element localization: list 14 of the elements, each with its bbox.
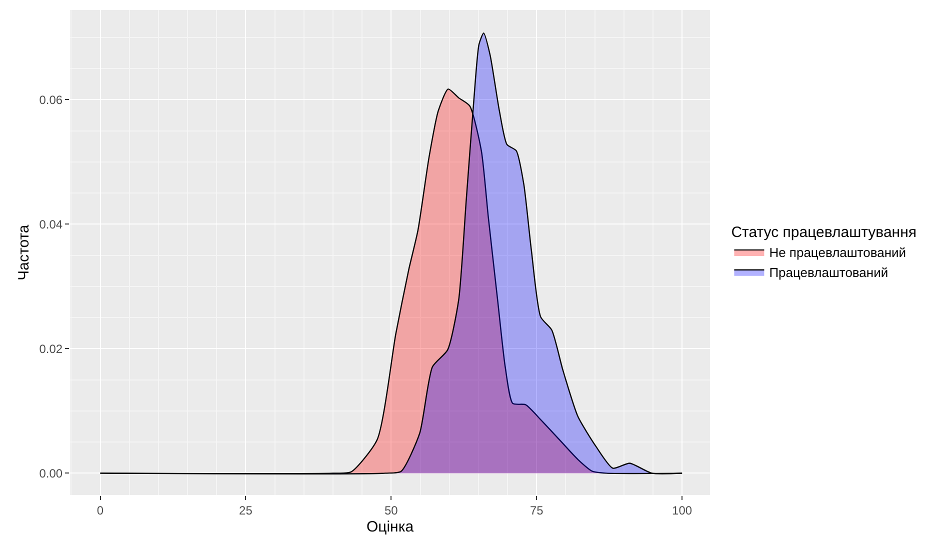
- y-axis-title: Частота: [15, 224, 32, 280]
- legend-title: Статус працевлаштування: [731, 224, 916, 241]
- x-axis-title: Оцінка: [366, 518, 414, 536]
- y-tick-label: 0.04: [39, 217, 63, 232]
- x-tick-label: 25: [239, 503, 253, 518]
- y-tick-label: 0.00: [39, 466, 63, 480]
- y-tick-label: 0.06: [39, 92, 63, 107]
- x-tick-label: 100: [672, 503, 692, 518]
- legend-label: Працевлаштований: [769, 264, 888, 280]
- x-tick-label: 75: [530, 503, 544, 518]
- x-tick-label: 50: [384, 503, 398, 518]
- x-tick-label: 0: [96, 503, 104, 518]
- y-tick-label: 0.02: [39, 342, 63, 356]
- legend-label: Не працевлаштований: [769, 245, 906, 260]
